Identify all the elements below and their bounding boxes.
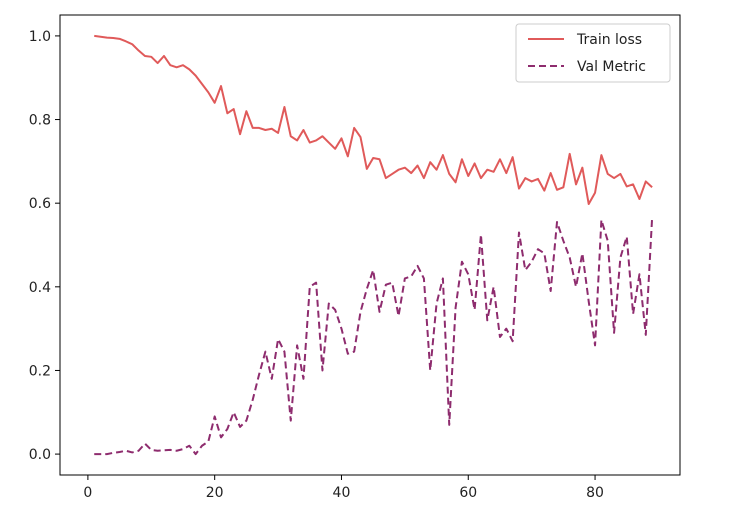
legend-label-val-metric: Val Metric (577, 59, 646, 75)
y-tick-label: 0.8 (29, 113, 51, 129)
legend: Train loss Val Metric (515, 23, 671, 83)
y-tick-label: 0.2 (29, 363, 51, 379)
plot-frame (59, 14, 681, 476)
series-line-train-loss (94, 34, 653, 206)
legend-label-train-loss: Train loss (576, 32, 642, 48)
y-axis: 0.0 0.2 0.4 0.6 0.8 1.0 (29, 29, 60, 463)
x-tick-label: 0 (83, 485, 92, 501)
y-tick-label: 0.6 (29, 196, 51, 212)
series-layer (94, 34, 654, 456)
y-tick-label: 0.0 (29, 447, 51, 463)
y-tick-label: 0.4 (29, 280, 51, 296)
x-tick-label: 80 (586, 485, 604, 501)
x-tick-label: 20 (206, 485, 224, 501)
x-tick-label: 60 (459, 485, 477, 501)
y-tick-label: 1.0 (29, 29, 51, 45)
x-axis: 0 20 40 60 80 (83, 475, 604, 501)
x-tick-label: 40 (333, 485, 351, 501)
series-line-val-metric (94, 217, 654, 456)
